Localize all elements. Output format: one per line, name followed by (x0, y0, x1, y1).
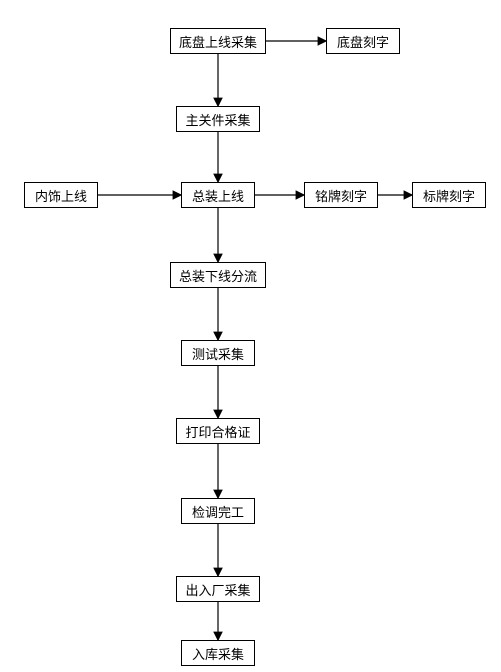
flowchart-node: 底盘刻字 (326, 28, 400, 54)
flowchart-node: 总装上线 (181, 182, 255, 208)
flowchart-node: 出入厂采集 (176, 576, 260, 602)
flowchart-node: 检调完工 (181, 498, 255, 524)
flowchart-edges (0, 0, 501, 672)
flowchart-node: 标牌刻字 (412, 182, 486, 208)
flowchart-node: 测试采集 (181, 340, 255, 366)
flowchart-node: 入库采集 (181, 640, 255, 666)
flowchart-node: 内饰上线 (24, 182, 98, 208)
flowchart-node: 主关件采集 (176, 106, 260, 132)
flowchart-node: 总装下线分流 (170, 262, 266, 288)
flowchart-node: 打印合格证 (176, 418, 260, 444)
flowchart-node: 底盘上线采集 (170, 28, 266, 54)
flowchart-node: 铭牌刻字 (304, 182, 378, 208)
